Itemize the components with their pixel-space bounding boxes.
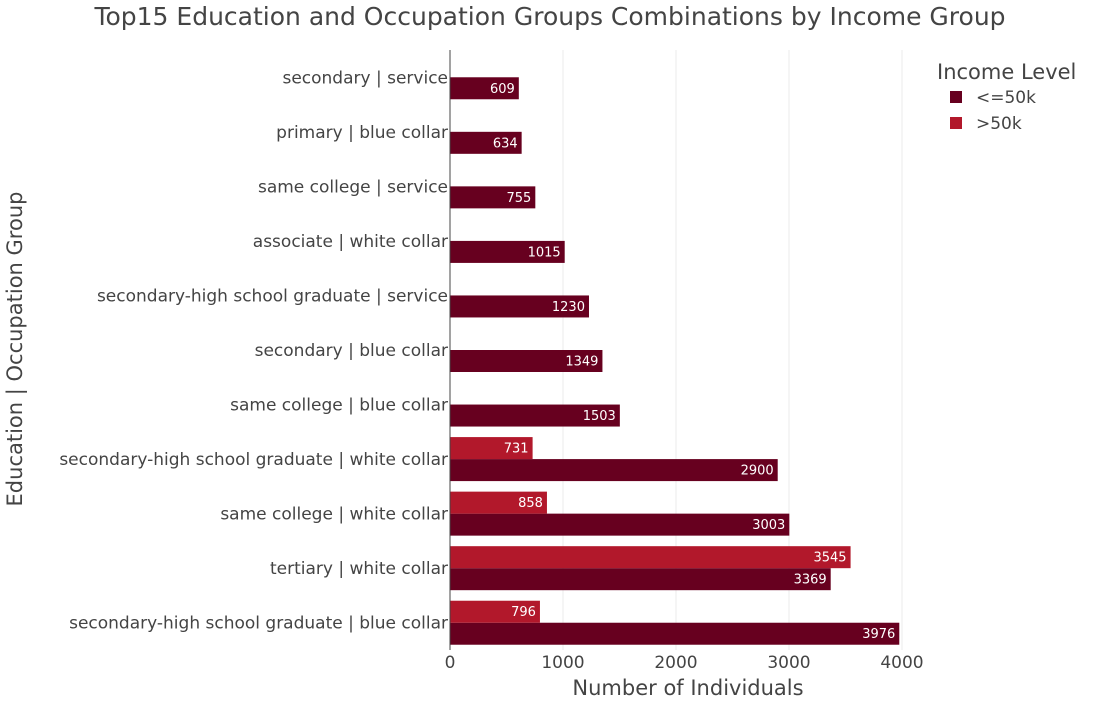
y-category-label: primary | blue collar — [276, 123, 448, 143]
bar-value-label-le50k: 609 — [490, 82, 515, 97]
bar-value-label-le50k: 634 — [493, 136, 518, 151]
x-tick-label: 1000 — [541, 653, 584, 673]
bar-gt50k — [450, 437, 533, 460]
y-category-label: secondary-high school graduate | service — [97, 286, 448, 306]
y-category-label: secondary-high school graduate | white c… — [59, 450, 448, 470]
bar-value-label-le50k: 1230 — [552, 300, 585, 315]
bar-value-label-gt50k: 796 — [511, 605, 536, 620]
bar-value-label-le50k: 3976 — [862, 627, 895, 642]
bar-le50k — [450, 459, 778, 482]
bar-value-label-le50k: 3369 — [794, 573, 827, 588]
legend-title: Income Level — [937, 60, 1076, 84]
x-axis-title: Number of Individuals — [572, 676, 803, 700]
bar-le50k — [450, 186, 536, 209]
x-tick-label: 4000 — [880, 653, 923, 673]
bar-le50k — [450, 77, 519, 100]
bar-value-label-le50k: 2900 — [741, 464, 774, 479]
bar-value-label-le50k: 755 — [506, 191, 531, 206]
bar-le50k — [450, 295, 589, 318]
bar-le50k — [450, 350, 603, 372]
y-category-label: same college | blue collar — [230, 396, 448, 416]
bar-le50k — [450, 568, 831, 591]
y-axis-title: Education | Occupation Group — [3, 192, 28, 507]
y-category-label: tertiary | white collar — [270, 559, 448, 579]
y-category-label: secondary | blue collar — [255, 341, 448, 361]
legend: Income Level <=50k >50k — [937, 60, 1076, 134]
bar-value-label-le50k: 3003 — [752, 518, 785, 533]
legend-label-gt50k[interactable]: >50k — [976, 114, 1022, 134]
axis-layer: 0 1000 2000 3000 4000 — [445, 50, 924, 673]
bar-value-label-le50k: 1349 — [565, 355, 598, 370]
x-tick-label: 3000 — [767, 653, 810, 673]
bar-le50k — [450, 404, 620, 427]
legend-swatch-gt50k[interactable] — [950, 117, 962, 129]
bar-value-label-le50k: 1503 — [583, 409, 616, 424]
bar-gt50k — [450, 491, 547, 514]
bar-le50k — [450, 513, 790, 536]
y-category-label: associate | white collar — [253, 232, 448, 252]
bar-gt50k — [450, 600, 540, 623]
x-tick-label: 0 — [445, 653, 456, 673]
y-category-label: secondary | service — [282, 68, 448, 88]
x-tick-label: 2000 — [654, 653, 697, 673]
bar-gt50k — [450, 546, 851, 569]
y-category-label: same college | white collar — [220, 505, 448, 525]
bar-le50k — [450, 622, 900, 645]
y-category-label: same college | service — [258, 177, 448, 197]
bar-le50k — [450, 240, 565, 263]
bar-layer — [450, 77, 900, 645]
chart-title: Top15 Education and Occupation Groups Co… — [93, 2, 1005, 31]
legend-label-le50k[interactable]: <=50k — [976, 88, 1036, 108]
legend-swatch-le50k[interactable] — [950, 91, 962, 103]
bar-value-label-gt50k: 3545 — [813, 551, 846, 566]
bar-value-label-le50k: 1015 — [528, 245, 561, 260]
y-category-label: secondary-high school graduate | blue co… — [69, 614, 448, 634]
bar-value-label-gt50k: 731 — [504, 442, 529, 457]
label-layer: secondary | service 609 primary | blue col… — [59, 68, 895, 642]
bar-value-label-gt50k: 858 — [518, 496, 543, 511]
bar-le50k — [450, 131, 522, 154]
